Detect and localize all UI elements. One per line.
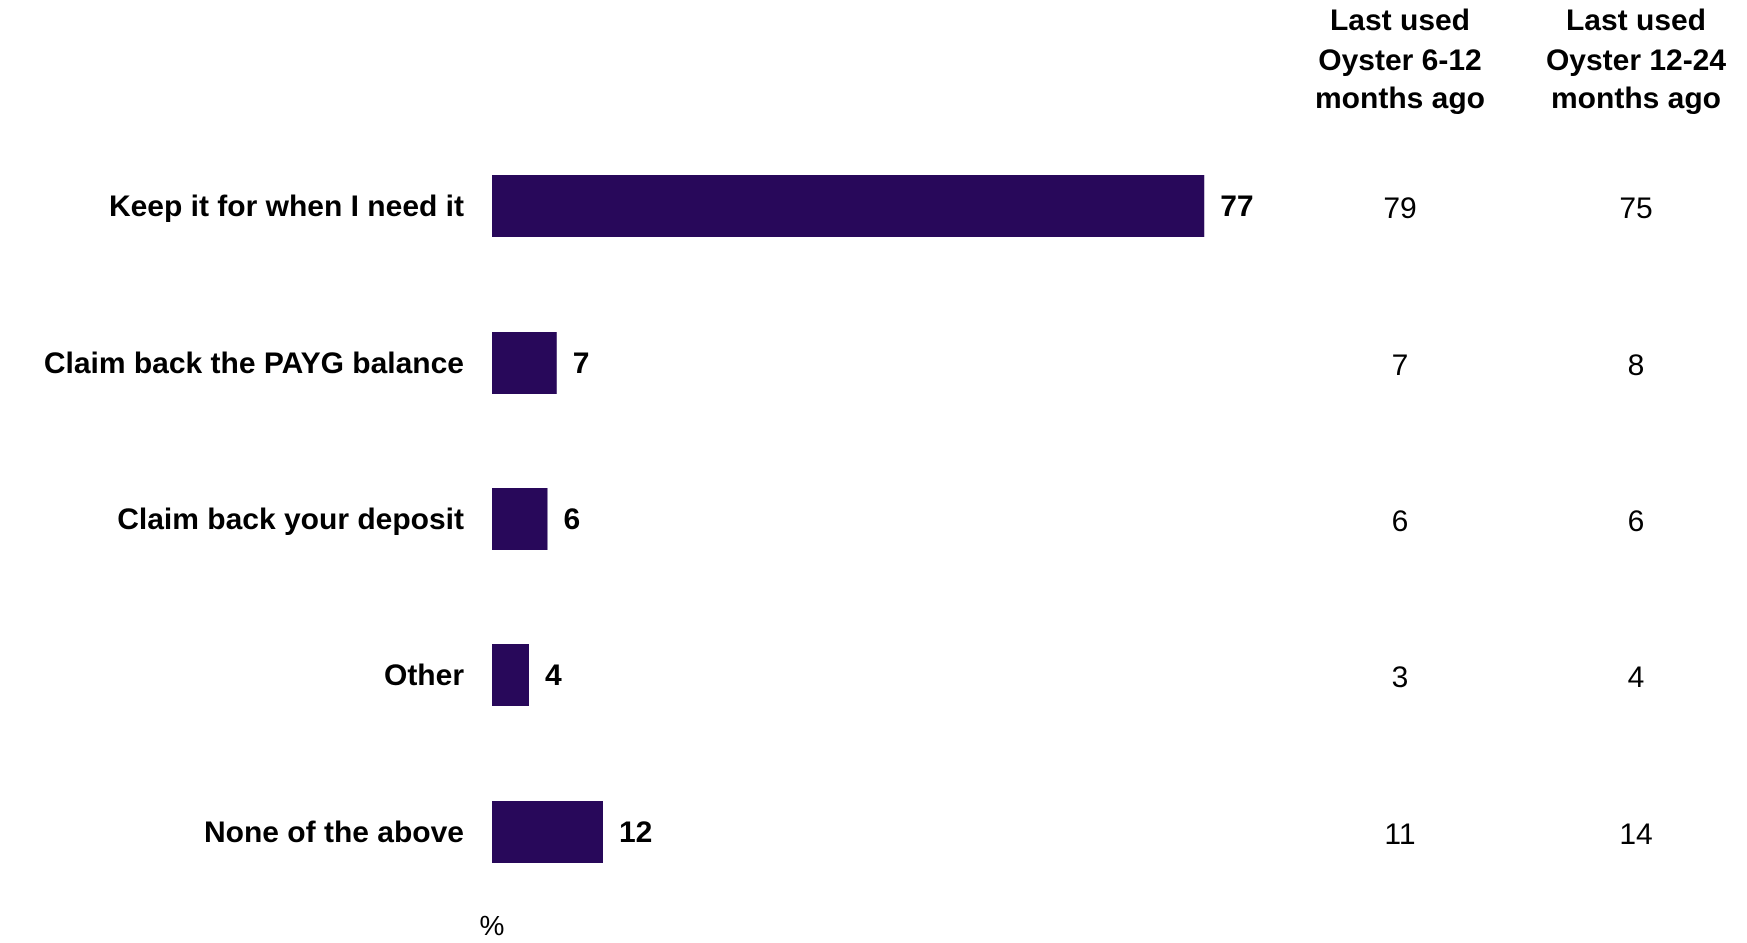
table-values: 79 75 7 8 6 6 3 4 11 14 [1383, 192, 1652, 851]
category-labels: Keep it for when I need it Claim back the… [44, 190, 465, 849]
bar [492, 332, 557, 394]
table-value: 6 [1628, 505, 1645, 538]
table-value: 6 [1392, 505, 1409, 538]
bar [492, 488, 548, 550]
column-header-line: Oyster 12-24 [1546, 44, 1726, 77]
table-value: 79 [1383, 192, 1416, 225]
table-value: 11 [1384, 818, 1415, 851]
category-label: Claim back your deposit [117, 503, 464, 536]
table-value: 7 [1392, 349, 1409, 382]
column-header-line: Last used [1566, 4, 1706, 37]
bar [492, 175, 1205, 237]
bar [492, 644, 529, 706]
bars [492, 175, 1205, 863]
bar-value-label: 6 [564, 503, 581, 536]
column-headers: Last used Oyster 6-12 months ago Last used O… [1315, 4, 1726, 115]
table-value: 75 [1619, 192, 1652, 225]
table-value: 4 [1628, 661, 1645, 694]
bar-value-label: 77 [1220, 190, 1253, 223]
category-label: Keep it for when I need it [109, 190, 464, 223]
table-value: 14 [1619, 818, 1652, 851]
column-header-line: Last used [1330, 4, 1470, 37]
column-header-line: Oyster 6-12 [1318, 44, 1481, 77]
unit-label: % [480, 910, 505, 941]
category-label: Claim back the PAYG balance [44, 347, 464, 380]
table-value: 3 [1392, 661, 1409, 694]
category-label: Other [384, 659, 464, 692]
category-label: None of the above [204, 816, 464, 849]
bar-value-label: 4 [545, 659, 562, 692]
bar-value-label: 12 [619, 816, 652, 849]
bar [492, 801, 603, 863]
bar-value-label: 7 [573, 347, 590, 380]
column-header-line: months ago [1315, 82, 1485, 115]
column-header-line: months ago [1551, 82, 1721, 115]
table-value: 8 [1628, 349, 1645, 382]
